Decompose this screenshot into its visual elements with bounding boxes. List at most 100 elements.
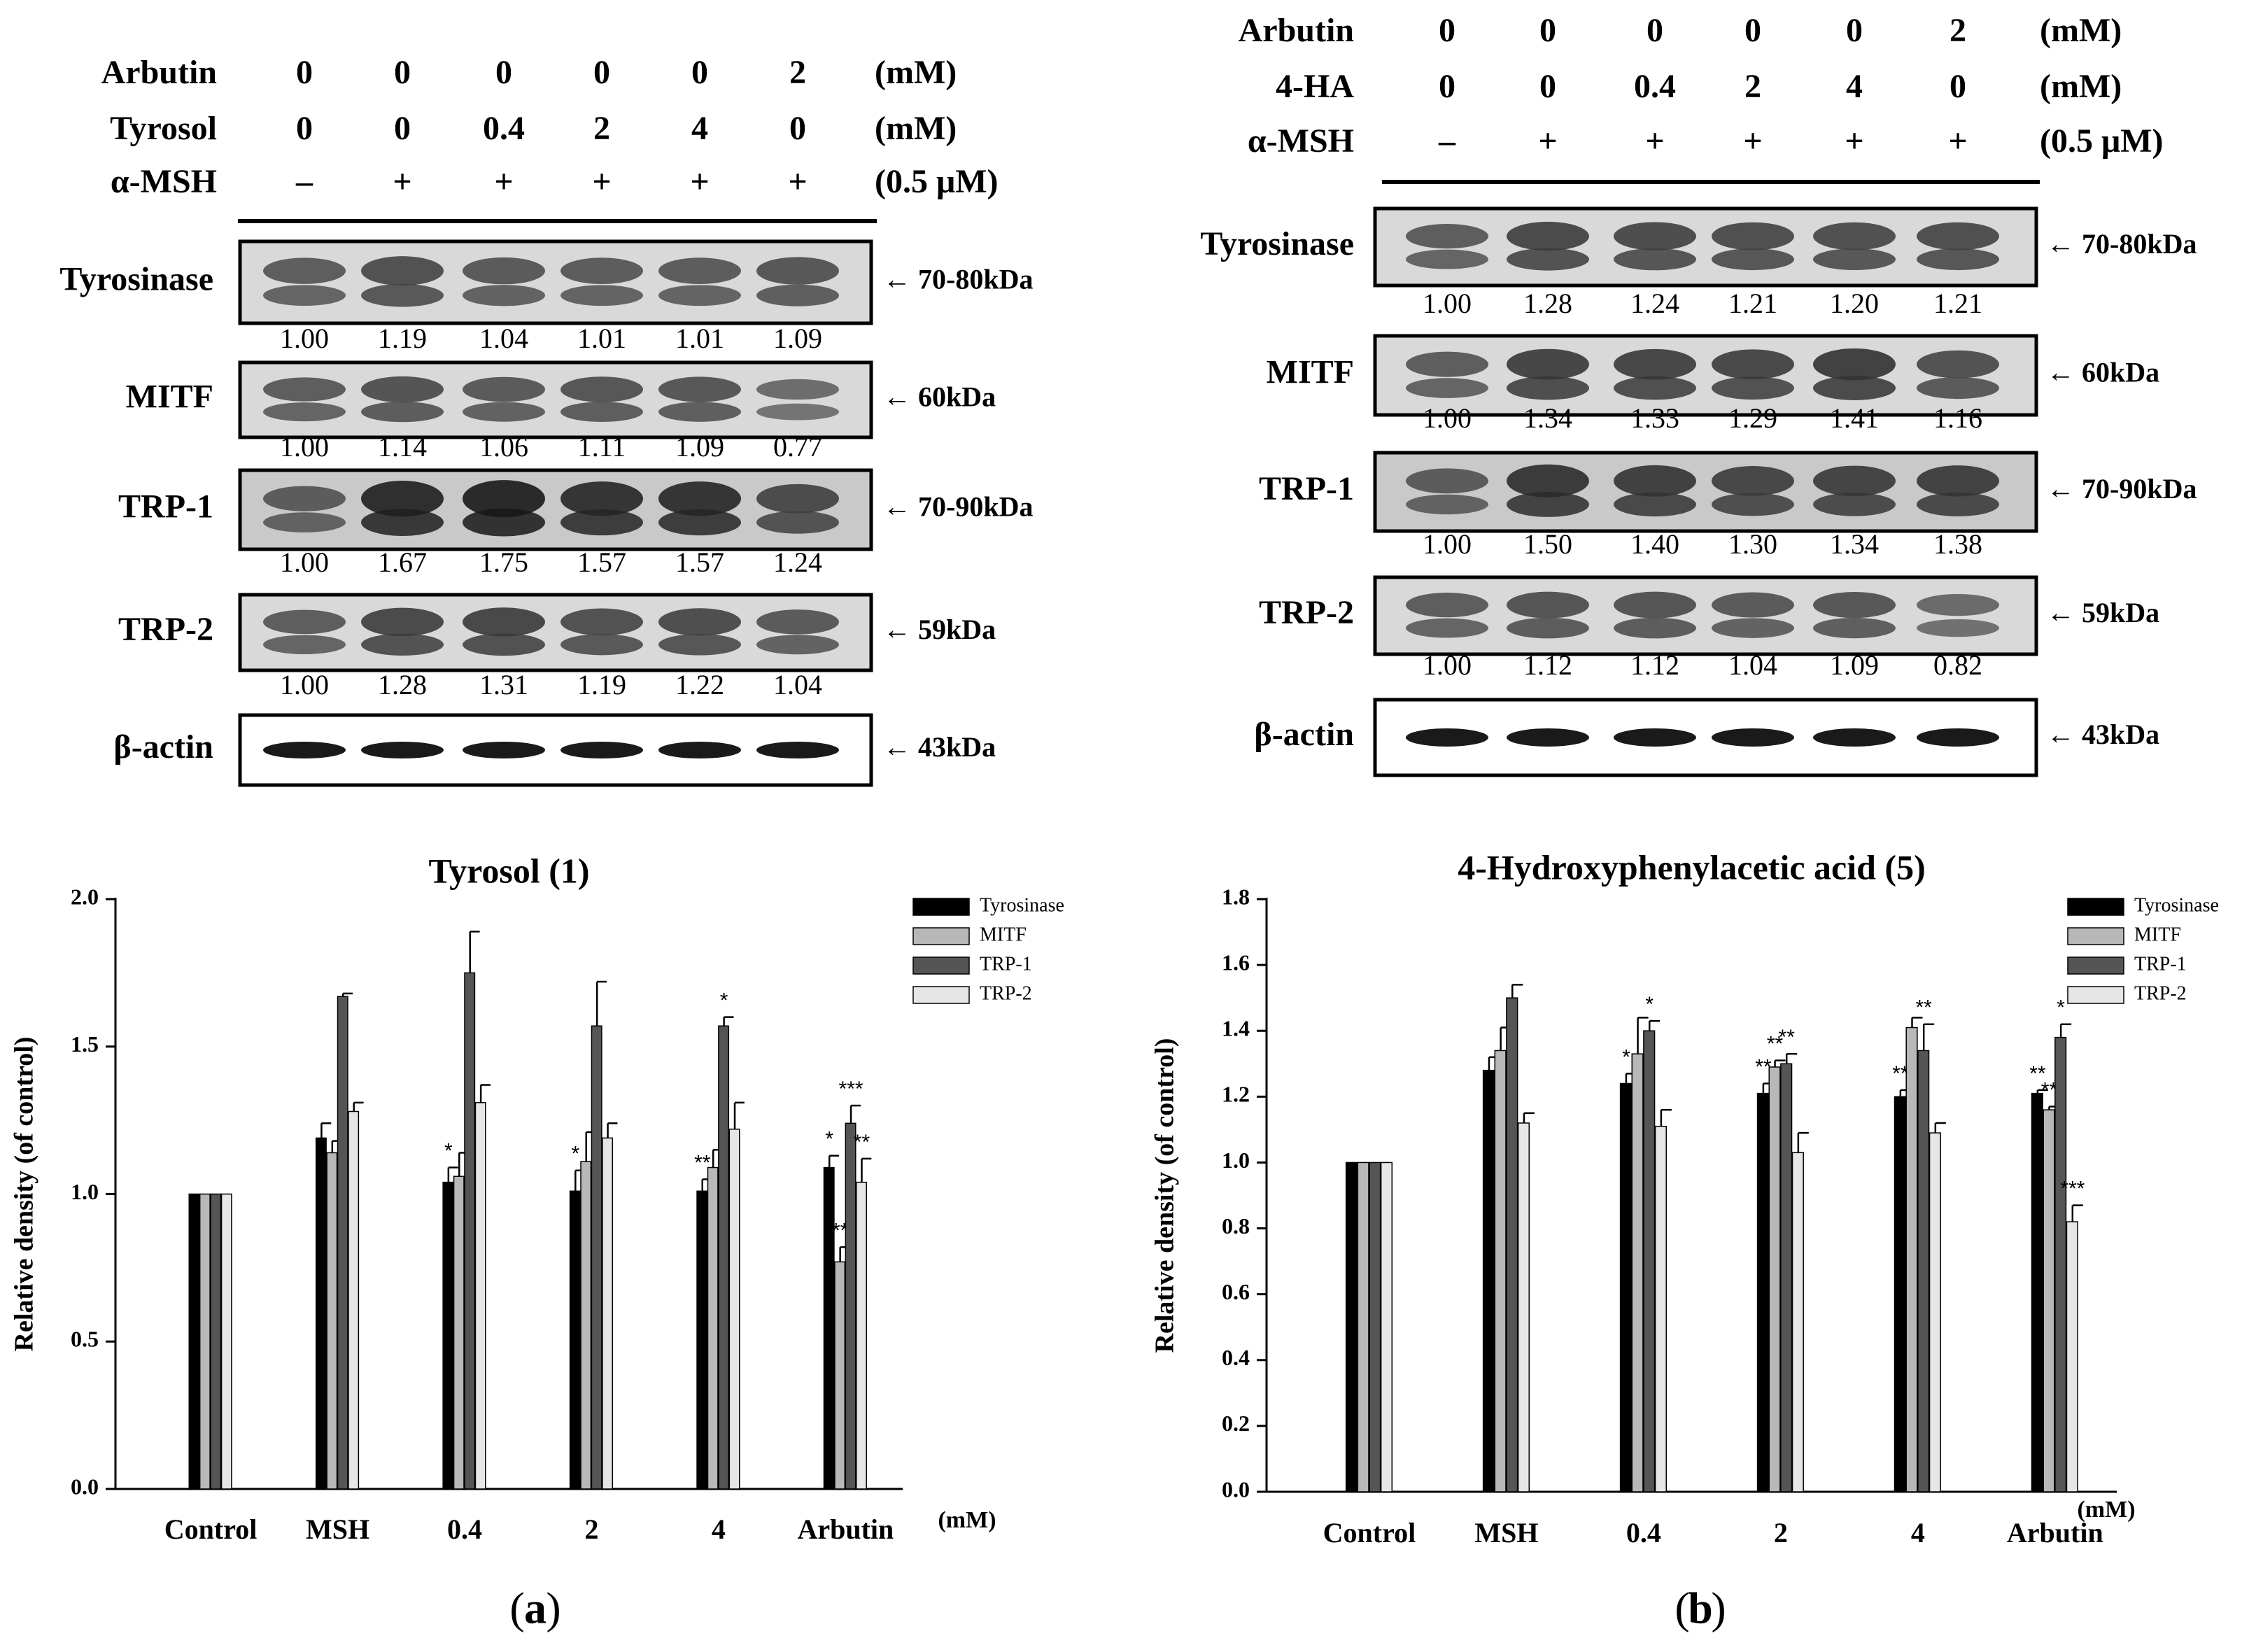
blot-strip-trp-1 <box>1373 451 2038 533</box>
legend-label-tyrosinase: Tyrosinase <box>2134 894 2219 916</box>
x-tick-label: 0.4 <box>1626 1517 1661 1548</box>
bar-mitf-2 <box>1768 1066 1781 1492</box>
blot-band <box>1917 377 1999 400</box>
blot-band <box>1712 493 1794 516</box>
significance-marker: * <box>720 989 728 1012</box>
blot-size-label: ← 43kDa <box>883 731 996 763</box>
blot-band <box>1406 728 1488 747</box>
treatment-value: 0 <box>593 54 610 91</box>
blot-band <box>361 509 444 536</box>
bar-trp-2-control <box>220 1193 232 1490</box>
blot-band <box>1406 494 1488 515</box>
y-tick-label: 2.0 <box>71 884 99 909</box>
bar-trp-1-2 <box>1780 1063 1793 1492</box>
blot-band <box>1813 348 1896 381</box>
densitometry-value: 1.12 <box>1523 649 1572 681</box>
treatment-value: 2 <box>1950 12 1966 49</box>
blot-name-actin: β-actin <box>113 728 213 765</box>
blot-band <box>658 634 741 656</box>
significance-marker: *** <box>839 1078 863 1101</box>
blot-band <box>1813 376 1896 400</box>
blot-band <box>658 481 741 516</box>
caption-open-paren: ( <box>1675 1583 1689 1633</box>
blot-band <box>1917 350 1999 379</box>
densitometry-value: 1.00 <box>280 546 329 578</box>
x-tick-label: 2 <box>584 1513 598 1545</box>
blot-band <box>1813 592 1896 619</box>
significance-marker: ** <box>1892 1062 1909 1085</box>
blot-band <box>1614 222 1696 250</box>
blot-band <box>1813 248 1896 270</box>
blot-size-label: ← 60kDa <box>2047 357 2159 388</box>
x-tick-label: MSH <box>306 1513 369 1545</box>
bar-mitf-0-4 <box>453 1176 465 1490</box>
x-tick-label: 4 <box>1911 1517 1925 1548</box>
significance-marker: ** <box>854 1131 870 1154</box>
blot-name-trp-2: TRP-2 <box>118 611 213 648</box>
bar-trp-2-control <box>1380 1162 1393 1492</box>
densitometry-value: 1.20 <box>1830 288 1879 319</box>
treatment-value: 2 <box>789 54 806 91</box>
legend-swatch-mitf <box>912 927 970 945</box>
densitometry-value: 1.14 <box>378 431 427 463</box>
legend-label-mitf: MITF <box>2134 924 2181 945</box>
treatment-value: 0 <box>1647 12 1663 49</box>
bar-trp-2-msh <box>1517 1122 1530 1492</box>
blot-band <box>1712 248 1794 271</box>
blot-name-mitf: MITF <box>1267 354 1354 391</box>
bar-tyrosinase-control <box>188 1193 200 1490</box>
treatment-value: 0 <box>1539 68 1556 105</box>
x-tick-label: Arbutin <box>797 1513 894 1545</box>
densitometry-value: 1.57 <box>675 546 724 578</box>
blot-size-label: ← 70-80kDa <box>2047 228 2197 260</box>
blot-band <box>1507 376 1589 400</box>
blot-size-label: ← 60kDa <box>883 381 996 413</box>
bar-trp-2-0-4 <box>1654 1125 1667 1492</box>
treatment-value: + <box>393 163 411 200</box>
blot-size-label: ← 70-90kDa <box>2047 473 2197 504</box>
densitometry-value: 1.11 <box>578 431 626 463</box>
blot-size-label: ← 59kDa <box>2047 597 2159 628</box>
densitometry-value: 1.21 <box>1933 288 1982 319</box>
x-tick-label: 0.4 <box>447 1513 482 1545</box>
blot-band <box>1507 492 1589 517</box>
blot-band <box>263 402 346 422</box>
densitometry-value: 1.24 <box>1630 288 1679 319</box>
treatment-value: 0 <box>495 54 512 91</box>
blot-band <box>1507 248 1589 271</box>
densitometry-value: 1.04 <box>1728 649 1777 681</box>
blot-band <box>1406 618 1488 638</box>
blot-strip-tyrosinase <box>1373 206 2038 288</box>
blot-band <box>756 609 839 635</box>
blot-band <box>263 257 346 284</box>
treatment-value: 0.4 <box>1634 68 1676 105</box>
blot-band <box>1614 591 1696 619</box>
x-tick-label: 4 <box>712 1513 726 1545</box>
blot-strip-trp-1 <box>238 468 873 551</box>
legend-label-trp-2: TRP-2 <box>2134 982 2187 1004</box>
blot-band <box>1406 378 1488 398</box>
blot-band <box>463 508 545 537</box>
blot-band <box>463 633 545 656</box>
densitometry-value: 1.34 <box>1523 402 1572 434</box>
bar-mitf-arbutin <box>834 1261 846 1490</box>
significance-marker: *** <box>2060 1178 2085 1201</box>
treatment-value: 0 <box>1846 12 1863 49</box>
densitometry-value: 1.19 <box>577 669 626 700</box>
blot-band <box>1614 728 1696 747</box>
significance-marker: * <box>444 1139 453 1162</box>
densitometry-value: 0.77 <box>773 431 822 463</box>
x-tick-label: Arbutin <box>2007 1517 2103 1548</box>
y-tick-label: 1.8 <box>1222 884 1250 909</box>
densitometry-value: 1.09 <box>1830 649 1879 681</box>
treatment-value: 0 <box>691 54 708 91</box>
bar-tyrosinase-0-4 <box>1619 1082 1633 1492</box>
bar-trp-2-0-4 <box>474 1102 486 1490</box>
blot-band <box>463 402 545 422</box>
blot-band <box>263 285 346 306</box>
y-tick-label: 1.2 <box>1222 1082 1250 1107</box>
legend-label-trp-1: TRP-1 <box>980 953 1032 975</box>
bar-trp-1-control <box>210 1193 222 1490</box>
treatment-value: 0 <box>1950 68 1966 105</box>
blot-band <box>658 285 741 306</box>
